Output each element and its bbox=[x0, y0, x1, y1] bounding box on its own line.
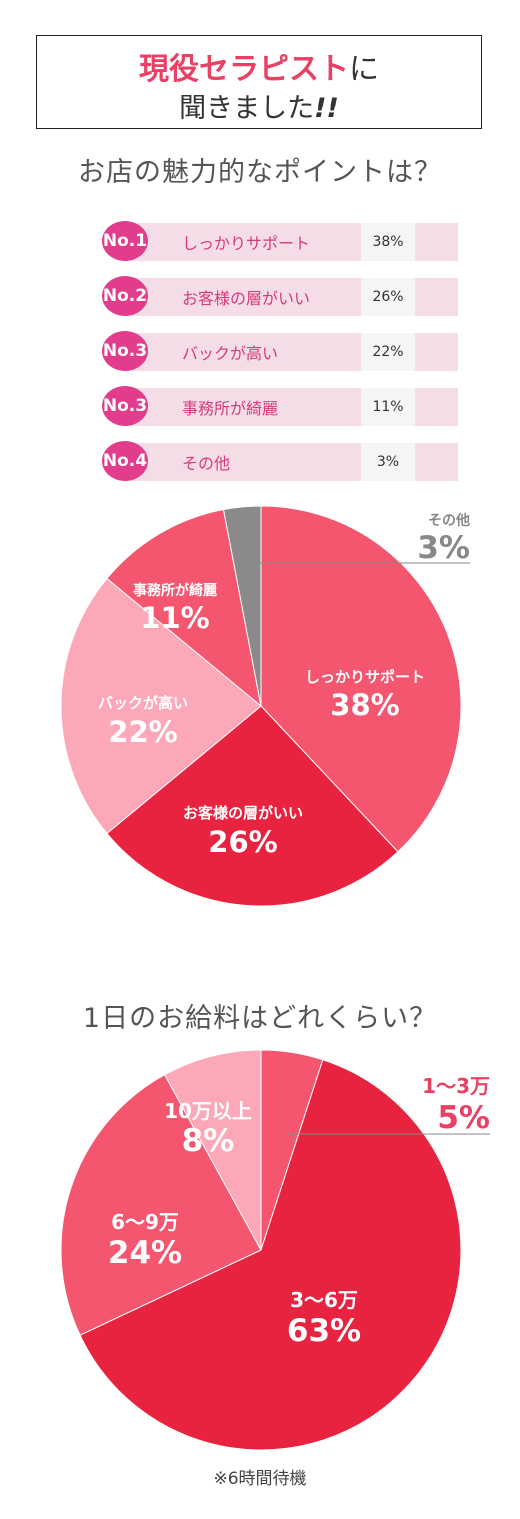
rank-badge: No.4 bbox=[102, 441, 148, 481]
rank-value: 22% bbox=[361, 333, 415, 371]
pie-slice bbox=[222, 505, 262, 707]
slice-value-label: 38% bbox=[330, 688, 399, 722]
slice-label-group: お客様の層がいい 26% bbox=[183, 804, 303, 859]
pie-slice bbox=[260, 505, 462, 853]
section1-heading-text: お店の魅力的なポイントは？ bbox=[78, 157, 442, 188]
slice-category-label: しっかりサポート bbox=[305, 668, 425, 686]
pie-slice bbox=[163, 1049, 262, 1251]
slice-category-label: 10万以上 bbox=[164, 1099, 252, 1123]
pie-slice bbox=[106, 705, 399, 907]
ranking-row: しっかりサポート 38% No.1 bbox=[102, 221, 458, 261]
rank-badge: No.1 bbox=[102, 221, 148, 261]
rank-badge: No.2 bbox=[102, 276, 148, 316]
rank-value: 3% bbox=[361, 443, 415, 481]
slice-category-label: お客様の層がいい bbox=[183, 804, 303, 822]
title-particle: に bbox=[349, 52, 379, 87]
rank-value: 38% bbox=[361, 223, 415, 261]
slice-label-group: しっかりサポート 38% bbox=[305, 668, 425, 722]
slice-label-group: バックが高い 22% bbox=[98, 694, 188, 749]
slice-value-label: 22% bbox=[108, 715, 177, 749]
ranking-row: バックが高い 22% No.3 bbox=[102, 331, 458, 371]
section2-heading: 1日のお給料はどれくらい？ bbox=[0, 996, 520, 1035]
section1-heading: お店の魅力的なポイントは？ bbox=[0, 150, 520, 189]
pie-slice bbox=[60, 577, 262, 835]
rank-badge: No.3 bbox=[102, 386, 148, 426]
ranking-row: 事務所が綺麗 11% No.3 bbox=[102, 386, 458, 426]
title-exclaim: !! bbox=[314, 93, 339, 124]
pie-slice bbox=[60, 1074, 262, 1336]
title-highlight: 現役セラピスト bbox=[139, 52, 349, 87]
slice-category-label: 1〜3万 bbox=[422, 1074, 490, 1098]
ranking-row: その他 3% No.4 bbox=[102, 441, 458, 481]
slice-category-label: 事務所が綺麗 bbox=[133, 582, 217, 599]
slice-label-group: 事務所が綺麗 11% bbox=[133, 582, 217, 635]
title-box: 現役セラピストに 聞きました!! bbox=[36, 35, 482, 129]
rank-value: 26% bbox=[361, 278, 415, 316]
slice-category-label: その他 bbox=[428, 512, 470, 529]
slice-label-group: 1〜3万5% bbox=[422, 1074, 490, 1136]
slice-category-label: 6〜9万 bbox=[111, 1210, 179, 1234]
section2-heading-text: 1日のお給料はどれくらい？ bbox=[82, 1003, 438, 1034]
footnote: ※6時間待機 bbox=[213, 1469, 307, 1489]
rank-badge: No.3 bbox=[102, 331, 148, 371]
rank-value: 11% bbox=[361, 388, 415, 426]
slice-value-label: 11% bbox=[140, 601, 209, 635]
title-line-2: 聞きました!! bbox=[37, 86, 481, 125]
slice-value-label: 63% bbox=[287, 1313, 361, 1349]
slice-value-label: 24% bbox=[108, 1235, 182, 1271]
slice-value-label: 5% bbox=[437, 1100, 490, 1136]
slice-category-label: 3〜6万 bbox=[290, 1288, 358, 1312]
pie-chart-attractions: しっかりサポート 38% お客様の層がいい 26% バックが高い 22% 事務所が綺麗 11%… bbox=[60, 505, 470, 907]
slice-value-label: 3% bbox=[417, 530, 470, 566]
slice-value-label: 8% bbox=[182, 1123, 235, 1159]
ranking-row: お客様の層がいい 26% No.2 bbox=[102, 276, 458, 316]
slice-value-label: 26% bbox=[208, 825, 277, 859]
slice-category-label: バックが高い bbox=[98, 694, 188, 712]
pie-slice bbox=[106, 508, 262, 708]
title-line2-text: 聞きました bbox=[179, 93, 315, 124]
title-line-1: 現役セラピストに bbox=[37, 44, 481, 88]
pie-slice bbox=[79, 1059, 462, 1451]
